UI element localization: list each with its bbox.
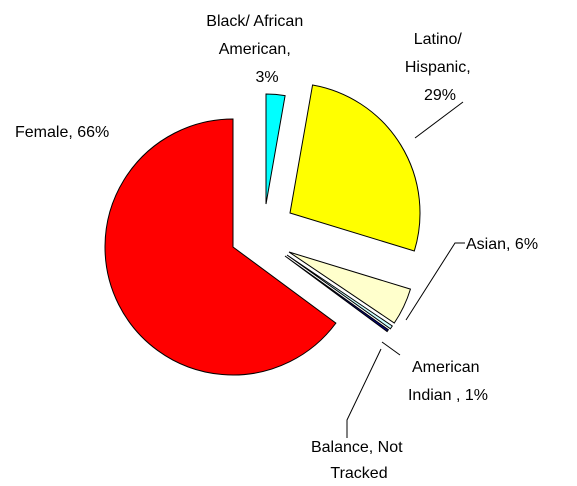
pie-slice-female <box>104 118 337 376</box>
label-latino-hispanic: Latino/ Hispanic, 29% <box>405 31 475 104</box>
slice-labels: Female, 66% Black/ African American, 3% … <box>15 13 538 482</box>
pie-slice-black <box>265 93 286 205</box>
pie-slices <box>104 84 421 376</box>
pie-slice-latino <box>289 84 421 252</box>
leader-line-balance <box>346 348 382 438</box>
leader-line-american-indian <box>381 341 401 356</box>
leader-line-asian <box>405 242 465 321</box>
label-asian: Asian, 6% <box>466 236 538 253</box>
leader-lines <box>346 101 465 438</box>
label-balance-not-tracked: Balance, Not Tracked <box>311 439 407 482</box>
label-female: Female, 66% <box>15 124 109 141</box>
leader-line-latino <box>414 101 464 139</box>
label-american-indian: American Indian , 1% <box>408 359 488 404</box>
label-black-african-american: Black/ African American, 3% <box>206 13 307 86</box>
pie-slice-balance <box>284 255 390 333</box>
pie-slice-asian <box>288 251 412 324</box>
pie-slice-american-indian <box>286 254 393 330</box>
